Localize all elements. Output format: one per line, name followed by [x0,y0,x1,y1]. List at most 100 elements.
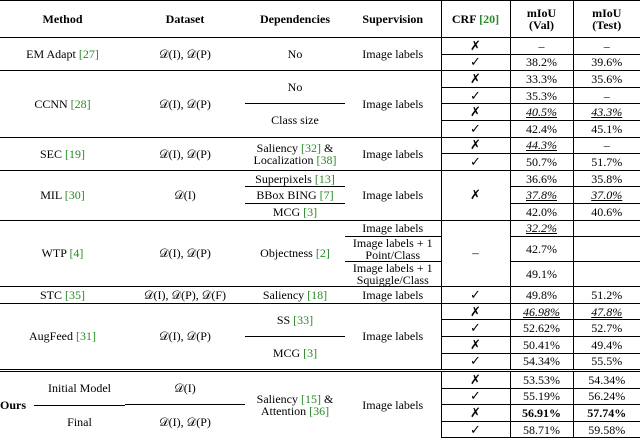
val-cell: 38.2% [509,53,573,71]
column-header: Supervision [345,0,441,38]
dependencies-cell: Class size [245,103,345,138]
dataset-cell: 𝒟(I), 𝒟(P) [125,302,245,371]
supervision-cell: Image labels [345,369,441,438]
dependencies-cell: Saliency [15] & Attention [36] [245,369,345,438]
dataset-cell: 𝒟(I), 𝒟(P) [125,219,245,287]
variants: Initial Model Final [34,372,125,438]
test-cell: 59.58% [572,420,640,438]
val-cell: 50.7% [509,153,573,171]
val-cell: 40.5% [509,103,573,121]
variant-name: Initial Model [48,381,111,396]
val-cell: – [509,37,573,55]
table-row: BBox BING [7] 37.8% 37.0% [0,186,640,204]
supervision-cell: Image labels [345,169,441,221]
dependencies-cell: MCG [3] [245,335,345,371]
crf-cell: ✗ [440,404,510,422]
val-cell: 49.1% [509,261,573,287]
val-cell: 54.34% [509,352,573,371]
crf-cell: ✗ [440,37,510,55]
val-cell: 37.8% [509,186,573,204]
dependencies-cell: Objectness [2] [245,219,345,287]
variant-name: Final [34,404,125,438]
crf-cell: ✗ [440,335,510,353]
val-cell: 42.7% [509,236,573,262]
header-row: Method Dataset Dependencies Supervision CRF … [0,0,640,38]
test-cell: 45.1% [572,119,640,138]
crf-cell: ✓ [440,86,510,104]
supervision-cell: Image labels [345,70,441,138]
column-header: Dependencies [245,0,345,38]
test-cell: 57.74% [572,404,640,422]
crf-cell: ✓ [440,119,510,138]
val-cell: 32.2% [509,219,573,237]
test-cell [572,219,640,237]
val-cell: 42.0% [509,202,573,221]
val-cell: 33.3% [509,70,573,88]
test-cell [572,261,640,287]
table-row: ✓ 38.2% 39.6% [0,53,640,71]
test-cell: – [572,136,640,154]
val-cell: 52.62% [509,319,573,337]
dependencies-cell: Superpixels [13] [245,169,345,187]
val-cell: 36.6% [509,169,573,187]
crf-cell: ✗ [440,302,510,320]
test-cell: 35.8% [572,169,640,187]
test-cell: 54.34% [572,369,640,389]
dependencies-cell: No [245,70,345,104]
table-row: Image labels + 1 Squiggle/Class 49.1% [0,261,640,287]
crf-cell: – [440,219,510,287]
test-cell: – [572,86,640,104]
method-cell: Ours Initial Model Final [0,369,125,438]
table-row: ✓ 35.3% – [0,86,640,104]
test-cell: 37.0% [572,186,640,204]
dataset-cell: 𝒟(I) [125,369,245,405]
table-row: STC [35] 𝒟(I), 𝒟(P), 𝒟(F) Saliency [18] Ima… [0,286,640,304]
crf-cell: ✓ [440,53,510,71]
column-header: Dataset [125,0,245,38]
method-cell: SEC [19] [0,136,125,171]
table-row: MCG [3] ✗ 50.41% 49.4% [0,335,640,371]
val-cell: 42.4% [509,119,573,138]
dataset-cell: 𝒟(I), 𝒟(P) [125,70,245,138]
dataset-cell: 𝒟(I), 𝒟(P), 𝒟(F) [125,286,245,304]
val-cell: 44.3% [509,136,573,154]
test-cell: 47.8% [572,302,640,320]
val-cell: 55.19% [509,387,573,405]
dataset-cell: 𝒟(I) [125,169,245,221]
crf-cell: ✓ [440,286,510,304]
test-cell [572,236,640,262]
method-cell: MIL [30] [0,169,125,221]
test-cell: 39.6% [572,53,640,71]
method-cell: STC [35] [0,286,125,304]
table-row: Ours Initial Model Final 𝒟(I) Saliency [15] … [0,369,640,438]
supervision-cell: Image labels [345,286,441,304]
table-row: ✓ 55.19% 56.24% [0,387,640,405]
dataset-cell: 𝒟(I), 𝒟(P) [125,404,245,438]
table-row: ✓ 52.62% 52.7% [0,319,640,337]
supervision-cell: Image labels [345,219,441,237]
test-cell: – [572,37,640,55]
dataset-cell: 𝒟(I), 𝒟(P) [125,136,245,171]
crf-cell: ✓ [440,153,510,171]
table-body: EM Adapt [27] 𝒟(I), 𝒟(P) No Image labels ✗ – –… [0,36,640,438]
val-cell: 49.8% [509,286,573,304]
table-row: Class size ✗ 40.5% 43.3% [0,103,640,138]
test-cell: 49.4% [572,335,640,353]
val-cell: 58.71% [509,420,573,438]
val-cell: 50.41% [509,335,573,353]
dependencies-cell: BBox BING [7] [245,186,345,204]
method-wrap: Ours Initial Model Final [0,372,125,438]
crf-cell: ✗ [440,136,510,154]
column-header: Method [0,0,125,38]
column-header: CRF [20] [440,0,510,38]
table-row: Image labels + 1 Point/Class 42.7% [0,236,640,262]
val-cell: 56.91% [509,404,573,422]
method-cell: WTP [4] [0,219,125,287]
supervision-cell: Image labels + 1 Point/Class [345,236,441,262]
supervision-cell: Image labels [345,136,441,171]
crf-cell: ✓ [440,420,510,438]
test-cell: 51.2% [572,286,640,304]
supervision-cell: Image labels [345,302,441,371]
table-row: CCNN [28] 𝒟(I), 𝒟(P) No Image labels ✗ 33.3% 3… [0,70,640,138]
